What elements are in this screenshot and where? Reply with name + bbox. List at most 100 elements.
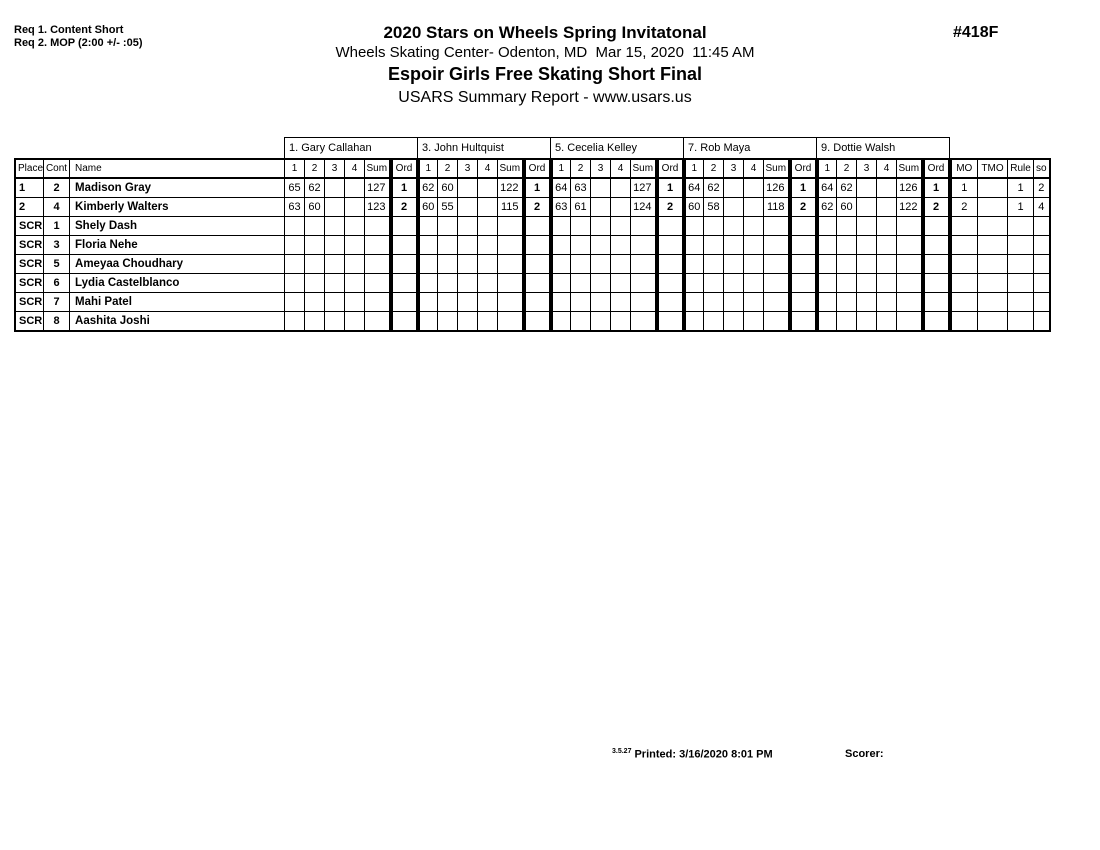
score-cell (590, 292, 612, 312)
ordinal-cell (787, 273, 819, 293)
judge-row-right-spacer (950, 138, 1050, 160)
score-cell (570, 235, 592, 255)
score-cell: 64 (550, 177, 572, 198)
so-cell (1033, 254, 1051, 274)
score-cell (284, 254, 306, 274)
score-cell (723, 292, 745, 312)
score-cell (324, 273, 346, 293)
score-cell (856, 177, 878, 198)
contestant-number-cell: 5 (43, 254, 71, 274)
so-cell: 4 (1033, 197, 1051, 217)
ordinal-cell (388, 292, 420, 312)
result-row: 2 4 Kimberly Walters 63 60 123 2 60 55 115 2 63 61 12… (14, 197, 1051, 217)
score-cell (723, 197, 745, 217)
place-cell: SCR (14, 273, 45, 293)
ordinal-cell (388, 311, 420, 332)
majority-ordinal-cell (949, 216, 979, 236)
column-header-sum: Sum (364, 158, 392, 179)
score-cell (610, 292, 632, 312)
score-cell (324, 311, 346, 332)
score-cell: 62 (703, 177, 725, 198)
sum-cell: 118 (763, 197, 791, 217)
ordinal-cell (787, 216, 819, 236)
score-cell (856, 197, 878, 217)
title-block: 2020 Stars on Wheels Spring Invitatonal … (0, 23, 1090, 108)
sum-cell (630, 292, 658, 312)
score-cell (417, 254, 439, 274)
rule-cell (1007, 273, 1035, 293)
score-cell: 64 (816, 177, 838, 198)
score-cell (284, 216, 306, 236)
column-header-sum: Sum (763, 158, 791, 179)
venue-datetime: Wheels Skating Center- Odenton, MD Mar 1… (335, 44, 755, 61)
column-header-sum: Sum (896, 158, 924, 179)
sum-cell (763, 292, 791, 312)
score-cell: 62 (417, 177, 439, 198)
score-cell (324, 254, 346, 274)
report-title: USARS Summary Report - www.usars.us (398, 89, 692, 106)
score-cell (590, 235, 612, 255)
sum-cell: 127 (364, 177, 392, 198)
score-cell (856, 254, 878, 274)
skater-name-cell: Ameyaa Choudhary (69, 254, 286, 274)
score-cell: 65 (284, 177, 306, 198)
contestant-number-cell: 7 (43, 292, 71, 312)
req-line-1: Req 1. Content Short (14, 24, 124, 36)
majority-ordinal-cell (949, 292, 979, 312)
score-cell (743, 254, 765, 274)
score-cell (683, 254, 705, 274)
column-header-score3: 3 (590, 158, 612, 179)
so-cell (1033, 216, 1051, 236)
column-header-score2: 2 (703, 158, 725, 179)
score-cell (836, 311, 858, 332)
result-row: SCR 3 Floria Nehe (14, 235, 1051, 255)
score-cell (590, 311, 612, 332)
score-cell (437, 311, 459, 332)
score-cell (457, 216, 479, 236)
score-cell (723, 235, 745, 255)
score-cell (477, 273, 499, 293)
score-cell (876, 311, 898, 332)
printed-datetime: 3/16/2020 8:01 PM (679, 748, 773, 761)
score-cell (590, 273, 612, 293)
score-cell (610, 216, 632, 236)
score-cell (743, 292, 765, 312)
sum-cell: 127 (630, 177, 658, 198)
sum-cell (630, 216, 658, 236)
contestant-number-cell: 1 (43, 216, 71, 236)
score-cell (477, 254, 499, 274)
majority-ordinal-cell (949, 273, 979, 293)
score-cell (570, 216, 592, 236)
sum-cell (497, 254, 525, 274)
sum-cell: 124 (630, 197, 658, 217)
req-line-2: Req 2. MOP (2:00 +/- :05) (14, 37, 143, 49)
ordinal-cell (920, 254, 952, 274)
score-cell (344, 292, 366, 312)
score-cell (703, 311, 725, 332)
score-cell (610, 273, 632, 293)
ordinal-cell: 1 (787, 177, 819, 198)
score-cell (683, 273, 705, 293)
sum-cell (497, 273, 525, 293)
column-header-so: so (1033, 158, 1051, 179)
sum-cell (497, 235, 525, 255)
ordinal-cell (654, 292, 686, 312)
contestant-number-cell: 6 (43, 273, 71, 293)
score-cell (816, 292, 838, 312)
score-cell: 55 (437, 197, 459, 217)
rule-cell (1007, 235, 1035, 255)
score-cell (836, 216, 858, 236)
printed-label: Printed: (634, 748, 677, 761)
column-header-sum: Sum (497, 158, 525, 179)
ordinal-cell (654, 235, 686, 255)
requirements-block: Req 1. Content Short Req 2. MOP (2:00 +/… (14, 24, 142, 50)
score-cell (550, 311, 572, 332)
contestant-number-cell: 2 (43, 177, 71, 198)
skater-name-cell: Floria Nehe (69, 235, 286, 255)
sum-cell (630, 273, 658, 293)
column-header-score4: 4 (743, 158, 765, 179)
column-header-score3: 3 (856, 158, 878, 179)
event-title: Espoir Girls Free Skating Short Final (387, 64, 703, 84)
ordinal-cell (388, 273, 420, 293)
score-cell (457, 254, 479, 274)
